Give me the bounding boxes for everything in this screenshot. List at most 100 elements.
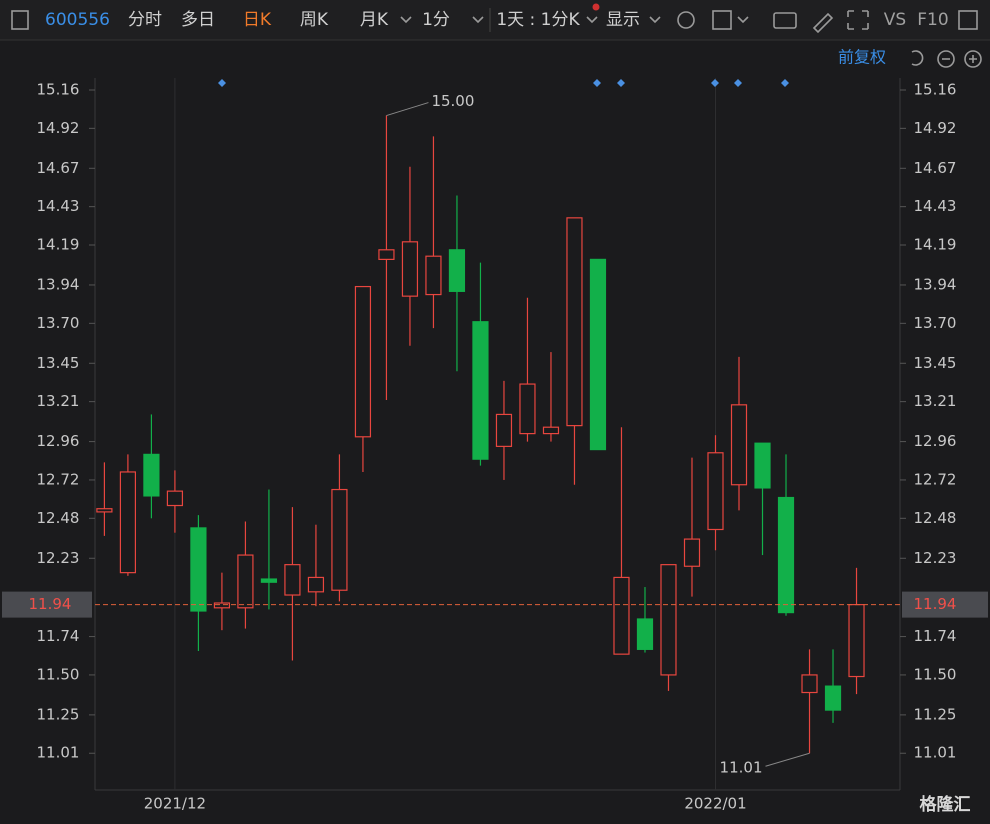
camera-icon[interactable] [773,12,797,29]
x-tick-label: 2022/01 [684,795,746,813]
y-tick-label: 12.23 [914,549,957,567]
y-tick-label: 13.70 [914,314,957,332]
event-marker[interactable] [617,79,625,87]
toolbar [0,0,990,40]
last-price-label: 11.94 [29,595,72,613]
y-tick-label: 12.96 [37,432,80,450]
stock-code[interactable]: 600556 [45,10,110,30]
tab[interactable]: 分时 [128,10,162,30]
event-marker[interactable] [734,79,742,87]
reset-icon[interactable] [911,50,924,66]
y-tick-label: 14.43 [914,197,957,215]
candle-body [237,554,254,609]
candle-body [824,685,842,711]
adjust-select[interactable]: 前复权 [838,48,886,67]
candle-body [354,285,372,438]
candle-body [519,383,536,435]
candle-body [566,217,583,427]
zoom-in-icon[interactable] [964,50,982,68]
plot: 2021/12 2022/01 15.16 15.16 14.92 14.92 14.67 1… [2,78,988,813]
candle-body [448,249,466,292]
y-tick-label: 11.25 [914,705,957,723]
y-tick-label: 12.72 [914,470,957,488]
y-tick-label: 11.50 [37,665,80,683]
y-tick-label: 13.94 [914,275,957,293]
y-tick-label: 13.21 [37,392,80,410]
candle-body [777,496,795,614]
y-tick-label: 12.96 [914,432,957,450]
y-tick-label: 11.74 [37,627,80,645]
candle-body [119,471,137,574]
y-tick-label: 14.19 [37,236,80,254]
color-icon[interactable] [712,10,732,30]
sidebar-icon[interactable] [11,10,29,30]
notify-dot [592,3,600,11]
candle-body [143,453,160,497]
panel-icon[interactable] [958,10,978,30]
settings-icon[interactable] [677,11,695,29]
dropdown-arrow[interactable] [737,16,749,24]
watermark: 格隆汇 [920,794,971,815]
candle-body [495,413,513,447]
candle-body [401,241,419,297]
dropdown-arrow[interactable] [472,16,484,24]
event-marker[interactable] [218,79,226,87]
f10-button[interactable]: F10 [917,10,948,30]
candle-body [213,602,231,609]
price-box [902,591,988,618]
tab[interactable]: 月K [360,10,389,30]
candle-body [636,618,654,650]
tab-active[interactable]: 日K [243,10,272,30]
range-select[interactable]: 1天 : 1分K [496,10,580,30]
zoom-out-icon[interactable] [937,50,955,68]
candle-body [613,576,630,655]
dropdown-arrow[interactable] [400,16,412,24]
vs-button[interactable]: VS [884,10,906,30]
y-tick-label: 14.67 [914,159,957,177]
event-marker[interactable] [781,79,789,87]
candle-body [331,488,348,591]
y-tick-label: 13.21 [914,392,957,410]
candle-body [730,404,748,486]
candle-body [425,255,442,296]
y-tick-label: 14.19 [914,236,957,254]
zoom-in-glyph [969,55,977,63]
annotation-line [386,102,429,117]
annotation-line [765,752,810,767]
fullscreen-icon[interactable] [847,10,869,30]
event-markers [218,79,789,87]
period-select[interactable]: 1分 [422,10,450,30]
candle-body [707,452,724,531]
draw-icon[interactable] [812,12,834,34]
y-tick-label: 11.01 [914,744,957,762]
y-tick-label: 14.92 [914,119,957,137]
dropdown-arrow[interactable] [586,16,598,24]
y-tick-label: 13.45 [37,354,80,372]
y-tick-label: 11.50 [914,665,957,683]
y-tick-label: 11.01 [37,744,80,762]
display-menu[interactable]: 显示 [606,10,640,30]
annotation: 11.01 [720,759,763,777]
event-marker[interactable] [711,79,719,87]
y-tick-label: 15.16 [37,80,80,98]
candle-body [542,426,560,435]
candle-body [801,674,818,694]
candle-body [284,564,301,596]
candle-body [660,564,677,676]
candle-body [190,527,207,612]
tab[interactable]: 多日 [181,10,215,30]
y-tick-label: 13.45 [914,354,957,372]
y-tick-label: 13.70 [37,314,80,332]
dropdown-arrow[interactable] [649,16,661,24]
annotation: 15.00 [431,92,474,110]
y-tick-label: 12.23 [37,549,80,567]
watermark-bg [900,792,984,820]
candle-body [378,249,395,260]
tab[interactable]: 周K [300,10,329,30]
candle-body [754,442,771,489]
y-tick-label: 12.72 [37,470,80,488]
candle-body [260,578,278,583]
event-marker[interactable] [593,79,601,87]
y-tick-label: 11.74 [914,627,957,645]
